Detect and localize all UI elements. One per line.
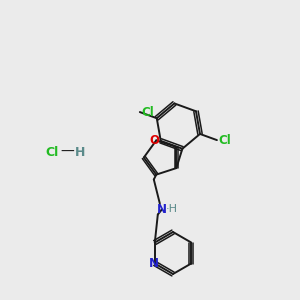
Text: Cl: Cl bbox=[142, 106, 154, 118]
Text: N: N bbox=[149, 257, 159, 270]
Text: N: N bbox=[157, 203, 167, 216]
Text: O: O bbox=[149, 134, 159, 147]
Text: H: H bbox=[75, 146, 85, 158]
Text: —: — bbox=[60, 145, 74, 159]
Text: Cl: Cl bbox=[45, 146, 58, 158]
Text: ·H: ·H bbox=[166, 205, 178, 214]
Text: Cl: Cl bbox=[218, 134, 231, 147]
